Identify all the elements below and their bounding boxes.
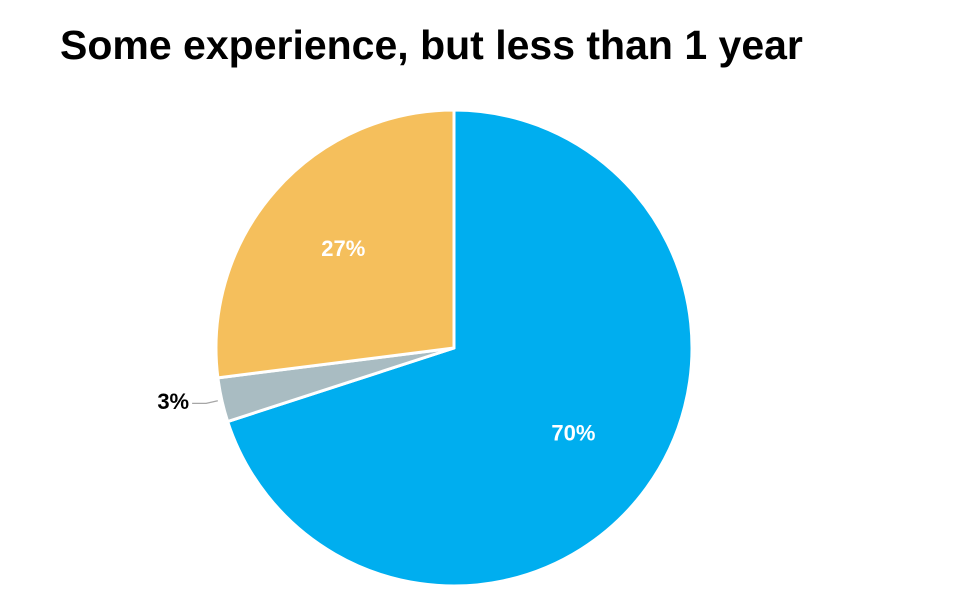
chart-title: Some experience, but less than 1 year — [60, 22, 803, 68]
pie-slice-2 — [214, 108, 456, 380]
pie-slice-0 — [226, 108, 694, 588]
slice-labels: 70% 3% 27% — [157, 236, 595, 445]
slice-label-0: 70% — [551, 421, 595, 446]
slice-label-2: 27% — [321, 236, 365, 261]
leader-line-1 — [192, 400, 218, 405]
slice-label-1: 3% — [157, 389, 189, 414]
pie-slices — [214, 108, 694, 588]
leader-lines — [192, 400, 218, 405]
